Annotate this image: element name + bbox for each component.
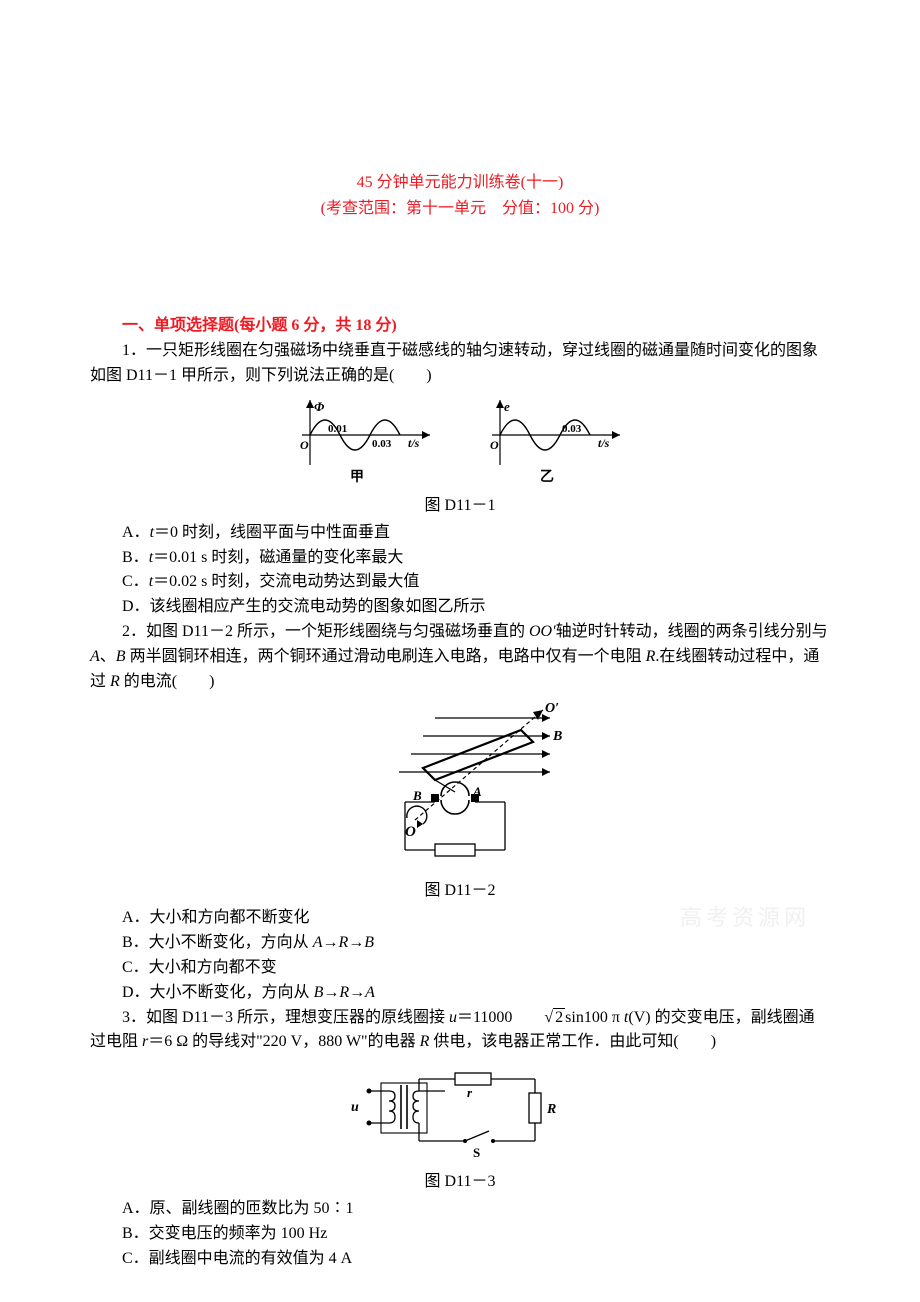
q1-stem: 1．一只矩形线圈在匀强磁场中绕垂直于磁感线的轴匀速转动，穿过线圈的磁通量随时间变…	[90, 339, 830, 389]
q2-option-a: A．大小和方向都不断变化	[90, 906, 830, 931]
q1-caption: 图 D11－1	[90, 491, 830, 515]
q3-figure: u r R S	[90, 1061, 830, 1161]
q3-caption: 图 D11－3	[90, 1167, 830, 1191]
svg-text:Φ: Φ	[314, 399, 325, 414]
svg-text:0.03: 0.03	[562, 423, 582, 435]
title-line-2: (考查范围：第十一单元 分值：100 分)	[90, 196, 830, 222]
svg-text:S: S	[473, 1145, 480, 1160]
q2-figure: B O′ B A O	[90, 700, 830, 870]
q3-option-a: A．原、副线圈的匝数比为 50∶1	[90, 1197, 830, 1222]
svg-text:R: R	[546, 1102, 556, 1117]
svg-text:u: u	[351, 1100, 359, 1115]
q1-option-d: D．该线圈相应产生的交流电动势的图象如图乙所示	[90, 595, 830, 620]
q3-diagram: u r R S	[345, 1061, 575, 1161]
q2-option-c: C．大小和方向都不变	[90, 956, 830, 981]
q2-option-b: B．大小不断变化，方向从 A→R→B	[90, 931, 830, 956]
title-line-1: 45 分钟单元能力训练卷(十一)	[90, 170, 830, 196]
svg-text:O: O	[405, 824, 416, 840]
q3-option-c: C．副线圈中电流的有效值为 4 A	[90, 1247, 830, 1272]
q1-option-a: A．t＝0 时刻，线圈平面与中性面垂直	[90, 521, 830, 546]
q1-option-b: B．t＝0.01 s 时刻，磁通量的变化率最大	[90, 546, 830, 571]
svg-text:B: B	[552, 729, 562, 744]
q1-figure: Φ O 0.01 0.03 t/s 甲 e O 0.03 t/s 乙	[90, 395, 830, 485]
q2-diagram: B O′ B A O	[345, 700, 575, 870]
svg-text:B: B	[412, 788, 422, 803]
q3-stem: 3．如图 D11－3 所示，理想变压器的原线圈接 u＝110002sin100 …	[90, 1006, 830, 1056]
svg-text:e: e	[504, 399, 510, 414]
section-1-header: 一、单项选择题(每小题 6 分，共 18 分)	[90, 311, 830, 335]
svg-text:O: O	[300, 438, 309, 452]
svg-text:甲: 甲	[350, 469, 364, 485]
svg-text:乙: 乙	[540, 469, 554, 485]
q2-caption: 图 D11－2	[90, 876, 830, 900]
q1-option-c: C．t＝0.02 s 时刻，交流电动势达到最大值	[90, 570, 830, 595]
q3-option-b: B．交变电压的频率为 100 Hz	[90, 1222, 830, 1247]
q2-stem: 2．如图 D11－2 所示，一个矩形线圈绕与匀强磁场垂直的 OO′轴逆时针转动，…	[90, 620, 830, 694]
title-block: 45 分钟单元能力训练卷(十一) (考查范围：第十一单元 分值：100 分)	[90, 170, 830, 221]
svg-text:r: r	[467, 1085, 473, 1100]
svg-text:O′: O′	[545, 701, 559, 716]
svg-text:t/s: t/s	[598, 436, 610, 450]
q1-graph-left: Φ O 0.01 0.03 t/s 甲	[290, 395, 440, 485]
svg-text:0.01: 0.01	[328, 423, 347, 435]
q2-option-d: D．大小不断变化，方向从 B→R→A	[90, 981, 830, 1006]
svg-text:t/s: t/s	[408, 436, 420, 450]
svg-text:O: O	[490, 438, 499, 452]
svg-text:0.03: 0.03	[372, 438, 392, 450]
q1-graph-right: e O 0.03 t/s 乙	[480, 395, 630, 485]
